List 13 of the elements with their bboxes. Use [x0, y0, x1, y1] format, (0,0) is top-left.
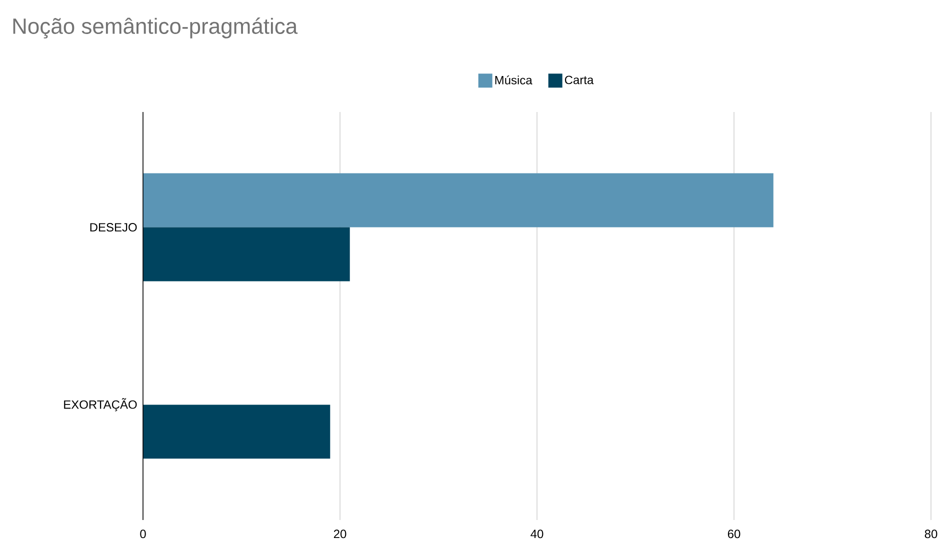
chart-title: Noção semântico-pragmática — [13, 18, 298, 38]
x-tick-label: 0 — [140, 530, 146, 538]
x-tick-label: 80 — [924, 530, 938, 538]
y-tick-label: EXORTAÇÃO — [64, 398, 137, 412]
x-tick-label: 40 — [530, 530, 544, 538]
legend-label: Carta — [564, 76, 594, 84]
x-tick-label: 20 — [334, 530, 346, 538]
y-tick-label: DESEJO — [90, 223, 137, 232]
bar — [143, 227, 350, 282]
legend-label: Música — [495, 75, 532, 84]
bar — [143, 173, 774, 228]
x-tick-label: 60 — [728, 530, 740, 538]
bar — [143, 404, 330, 459]
